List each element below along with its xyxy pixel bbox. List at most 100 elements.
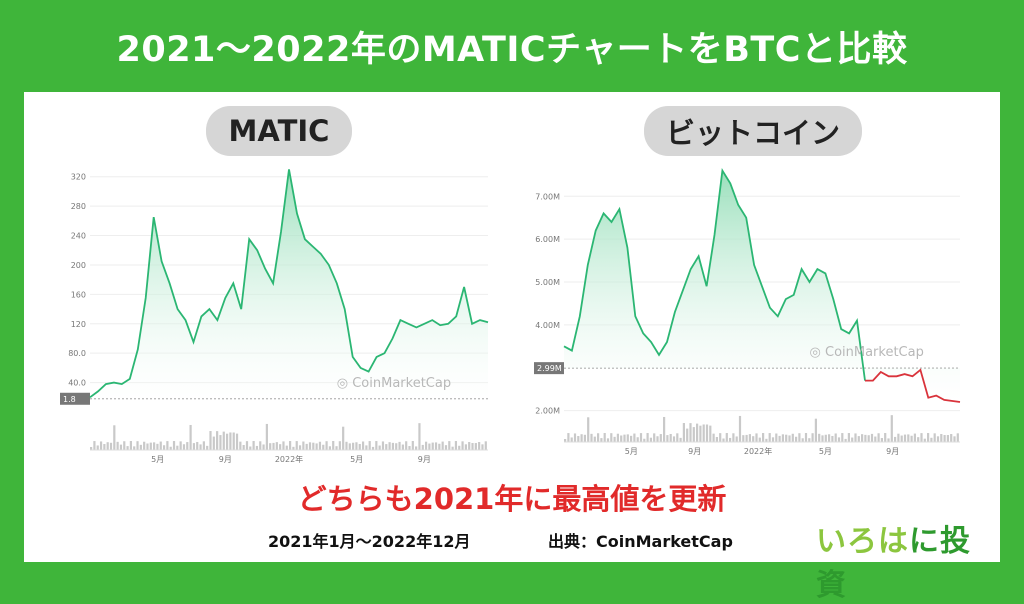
volume-bar bbox=[368, 441, 371, 450]
volume-bar bbox=[907, 434, 910, 442]
volume-bar bbox=[338, 441, 341, 450]
btc-label: ビットコイン bbox=[644, 106, 862, 156]
volume-bar bbox=[577, 436, 580, 442]
volume-bar bbox=[298, 445, 302, 450]
volume-bar bbox=[811, 433, 814, 442]
volume-bar bbox=[444, 445, 448, 450]
volume-bar bbox=[424, 441, 428, 450]
volume-bar bbox=[398, 441, 401, 450]
volume-bar bbox=[775, 433, 778, 442]
volume-bar bbox=[699, 425, 702, 442]
y-tick-label: 7.00M bbox=[535, 192, 560, 201]
volume-bar bbox=[738, 415, 742, 442]
volume-bar bbox=[378, 445, 381, 450]
y-tick-label: 120 bbox=[71, 320, 86, 329]
volume-bar bbox=[305, 443, 308, 450]
x-tick-label: 9月 bbox=[688, 447, 701, 456]
volume-bar bbox=[119, 444, 123, 450]
volume-bar bbox=[709, 425, 712, 442]
volume-bar bbox=[917, 437, 920, 442]
volume-bar bbox=[804, 433, 808, 442]
volume-bar bbox=[847, 433, 850, 442]
x-tick-label: 9月 bbox=[219, 455, 232, 464]
volume-bar bbox=[732, 433, 735, 442]
volume-bar bbox=[358, 443, 361, 450]
volume-bar bbox=[933, 433, 936, 442]
volume-bar bbox=[834, 433, 837, 442]
volume-bar bbox=[216, 431, 219, 450]
volume-bar bbox=[474, 443, 477, 450]
volume-bar bbox=[225, 433, 229, 450]
baseline-label-box bbox=[60, 392, 90, 405]
volume-bar bbox=[484, 441, 487, 450]
volume-bar bbox=[361, 441, 365, 450]
volume-bar bbox=[735, 436, 738, 442]
volume-bar bbox=[348, 443, 351, 450]
volume-bar bbox=[438, 443, 441, 450]
volume-bar bbox=[818, 433, 821, 442]
volume-bar bbox=[633, 433, 636, 442]
volume-bar bbox=[209, 431, 212, 450]
volume-bar bbox=[587, 417, 590, 442]
volume-bar bbox=[841, 433, 844, 442]
volume-bar bbox=[421, 444, 424, 450]
watermark: ◎ CoinMarketCap bbox=[810, 345, 924, 360]
volume-bar bbox=[325, 441, 328, 450]
volume-bar bbox=[603, 433, 606, 442]
volume-bar bbox=[653, 433, 656, 442]
btc-chart: 7.00M 6.00M 5.00M 4.00M 2.00M 2.99M ◎ CoinMark… bbox=[524, 156, 968, 474]
matic-label: MATIC bbox=[206, 106, 352, 156]
volume-bar bbox=[702, 424, 705, 442]
volume-bar bbox=[854, 433, 857, 442]
volume-bar bbox=[401, 444, 404, 450]
volume-bar bbox=[831, 435, 834, 442]
volume-bar bbox=[940, 434, 943, 442]
volume-bar bbox=[332, 441, 335, 450]
x-tick-label: 5月 bbox=[819, 447, 832, 456]
matic-chart: 320 280 240 200 160 120 80.0 40.0 1.8 ◎ CoinMarke… bbox=[60, 156, 496, 474]
volume-bar bbox=[172, 441, 176, 450]
volume-bar bbox=[318, 441, 322, 450]
volume-bar bbox=[923, 438, 926, 442]
volume-bar bbox=[679, 437, 682, 442]
volume-bar bbox=[884, 433, 887, 442]
volume-bar bbox=[113, 425, 116, 450]
volume-bar bbox=[867, 435, 870, 442]
volume-bar bbox=[943, 435, 946, 442]
y-tick-label: 160 bbox=[71, 290, 86, 299]
volume-bar bbox=[308, 442, 312, 450]
baseline-label: 2.99M bbox=[537, 364, 562, 373]
y-tick-label: 240 bbox=[71, 232, 86, 241]
volume-bar bbox=[900, 435, 903, 442]
chart-subtitle: どちらも2021年に最高値を更新 bbox=[297, 482, 727, 516]
volume-bar bbox=[659, 434, 662, 442]
volume-bar bbox=[133, 446, 136, 450]
volume-bar bbox=[742, 435, 745, 442]
volume-bar bbox=[785, 434, 788, 442]
volume-bar bbox=[295, 441, 298, 450]
volume-bar bbox=[715, 437, 718, 442]
x-tick-label: 9月 bbox=[886, 447, 899, 456]
volume-bar bbox=[126, 446, 129, 450]
volume-bar bbox=[953, 436, 956, 442]
volume-bar bbox=[821, 435, 824, 442]
volume-bar bbox=[186, 442, 189, 450]
y-tick-label: 4.00M bbox=[535, 321, 560, 330]
volume-bar bbox=[235, 433, 239, 450]
volume-bar bbox=[646, 433, 649, 442]
volume-bar bbox=[610, 433, 613, 442]
volume-bar bbox=[851, 437, 854, 442]
volume-bar bbox=[778, 435, 781, 442]
area-fill bbox=[90, 169, 488, 399]
volume-bar bbox=[315, 443, 318, 450]
volume-bar bbox=[202, 441, 205, 450]
volume-bar bbox=[395, 443, 398, 450]
volume-bar bbox=[696, 423, 699, 442]
volume-bar bbox=[897, 433, 900, 442]
volume-bar bbox=[182, 444, 186, 450]
volume-bar bbox=[242, 445, 245, 450]
volume-bar bbox=[828, 434, 831, 442]
volume-bar bbox=[90, 447, 93, 450]
x-tick-label: 9月 bbox=[418, 455, 431, 464]
y-tick-label: 80.0 bbox=[68, 349, 86, 358]
